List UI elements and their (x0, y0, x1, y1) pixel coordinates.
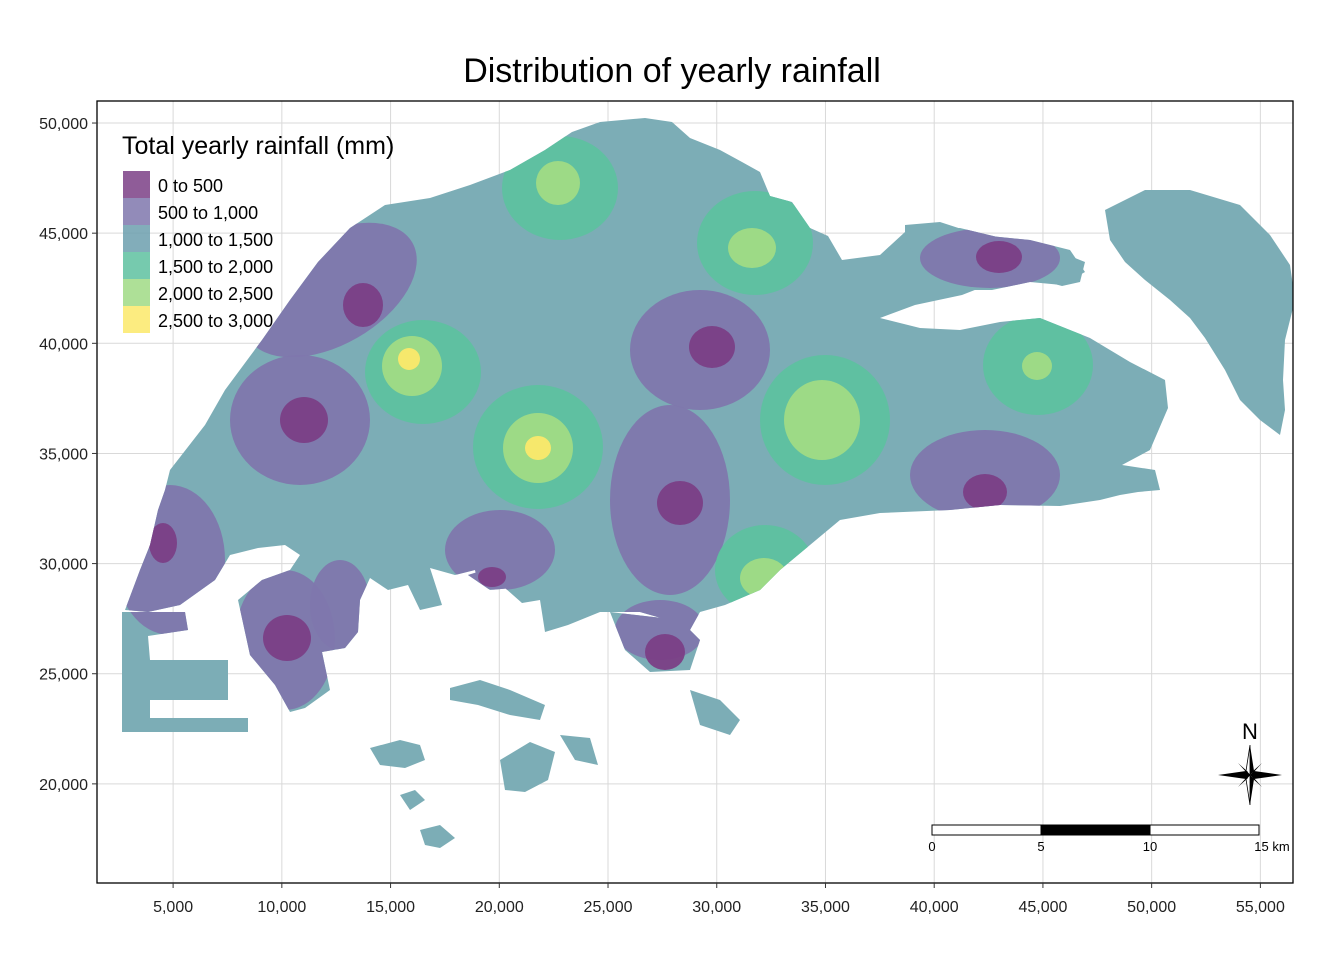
y-tick-label: 45,000 (39, 226, 88, 243)
rainfall-zone (536, 161, 580, 205)
rainfall-zone (263, 615, 311, 661)
y-tick-label: 25,000 (39, 667, 88, 684)
y-tick-label: 20,000 (39, 777, 88, 794)
rainfall-zone (525, 436, 551, 460)
rainfall-zone (728, 228, 776, 268)
pulau-tekong (1105, 190, 1293, 435)
scale-segment-2 (1040, 824, 1151, 836)
x-tick-label: 35,000 (801, 899, 850, 916)
rainfall-zone (478, 567, 506, 587)
rainfall-zone (740, 558, 788, 598)
x-tick-label: 25,000 (584, 899, 633, 916)
legend-label: 0 to 500 (158, 176, 223, 196)
rainfall-zone (784, 380, 860, 460)
compass-rose-icon (1218, 744, 1282, 806)
southern-island-5 (400, 790, 425, 810)
legend-swatch (123, 279, 150, 306)
map-layer (122, 118, 1293, 848)
rainfall-zone (963, 474, 1007, 510)
y-axis: 20,000 25,000 30,000 35,000 40,000 45,000 50,0… (39, 116, 97, 794)
scale-segment-1 (931, 824, 1042, 836)
rainfall-zone (280, 397, 328, 443)
north-arrow: N (1218, 719, 1282, 806)
x-tick-label: 50,000 (1127, 899, 1176, 916)
north-label: N (1242, 719, 1258, 744)
rainfall-zone (976, 241, 1022, 273)
y-tick-label: 35,000 (39, 446, 88, 463)
rainfall-zone (149, 523, 177, 563)
y-tick-label: 40,000 (39, 336, 88, 353)
x-tick-label: 20,000 (475, 899, 524, 916)
x-tick-label: 45,000 (1018, 899, 1067, 916)
legend-swatch (123, 225, 150, 252)
x-tick-label: 55,000 (1236, 899, 1285, 916)
x-tick-label: 5,000 (153, 899, 193, 916)
scale-bar: 0 5 10 15 km (928, 824, 1290, 854)
scale-segment-3 (1149, 824, 1260, 836)
legend-label: 1,500 to 2,000 (158, 257, 273, 277)
rainfall-zone (398, 348, 420, 370)
map-title: Distribution of yearly rainfall (463, 52, 881, 90)
southern-island-6 (560, 735, 598, 765)
rainfall-zone (645, 634, 685, 670)
legend-swatch (123, 171, 150, 198)
rainfall-zone (689, 326, 735, 368)
legend-swatch (123, 198, 150, 225)
panel-border (96, 100, 1294, 884)
legend-label: 2,000 to 2,500 (158, 284, 273, 304)
southern-island-1 (450, 680, 545, 720)
southern-island-2 (370, 740, 425, 768)
rainfall-zone (657, 481, 703, 525)
scale-label-15: 15 km (1254, 839, 1289, 854)
x-tick-label: 15,000 (366, 899, 415, 916)
legend-label: 1,000 to 1,500 (158, 230, 273, 250)
western-block (122, 612, 248, 732)
legend-title: Total yearly rainfall (mm) (122, 132, 394, 160)
southern-island-3 (500, 742, 555, 792)
y-tick-label: 30,000 (39, 557, 88, 574)
x-tick-label: 40,000 (910, 899, 959, 916)
x-axis: 5,000 10,000 15,000 20,000 25,000 30,000 35,00… (153, 883, 1285, 916)
southern-island-7 (690, 690, 740, 735)
x-tick-label: 10,000 (257, 899, 306, 916)
rainfall-zone (445, 510, 555, 590)
legend-swatch (123, 252, 150, 279)
rainfall-zone (310, 560, 370, 650)
rainfall-zone (1022, 352, 1052, 380)
southern-island-4 (420, 825, 455, 848)
legend-label: 2,500 to 3,000 (158, 311, 273, 331)
x-tick-label: 30,000 (692, 899, 741, 916)
legend-label: 500 to 1,000 (158, 203, 258, 223)
scale-label-5: 5 (1037, 839, 1044, 854)
legend: Total yearly rainfall (mm) 0 to 500 500 t… (122, 132, 394, 333)
scale-label-10: 10 (1143, 839, 1157, 854)
legend-items: 0 to 500 500 to 1,000 1,000 to 1,500 1,500 … (123, 171, 273, 333)
scale-label-0: 0 (928, 839, 935, 854)
y-tick-label: 50,000 (39, 116, 88, 133)
rainfall-zone (343, 283, 383, 327)
legend-swatch (123, 306, 150, 333)
